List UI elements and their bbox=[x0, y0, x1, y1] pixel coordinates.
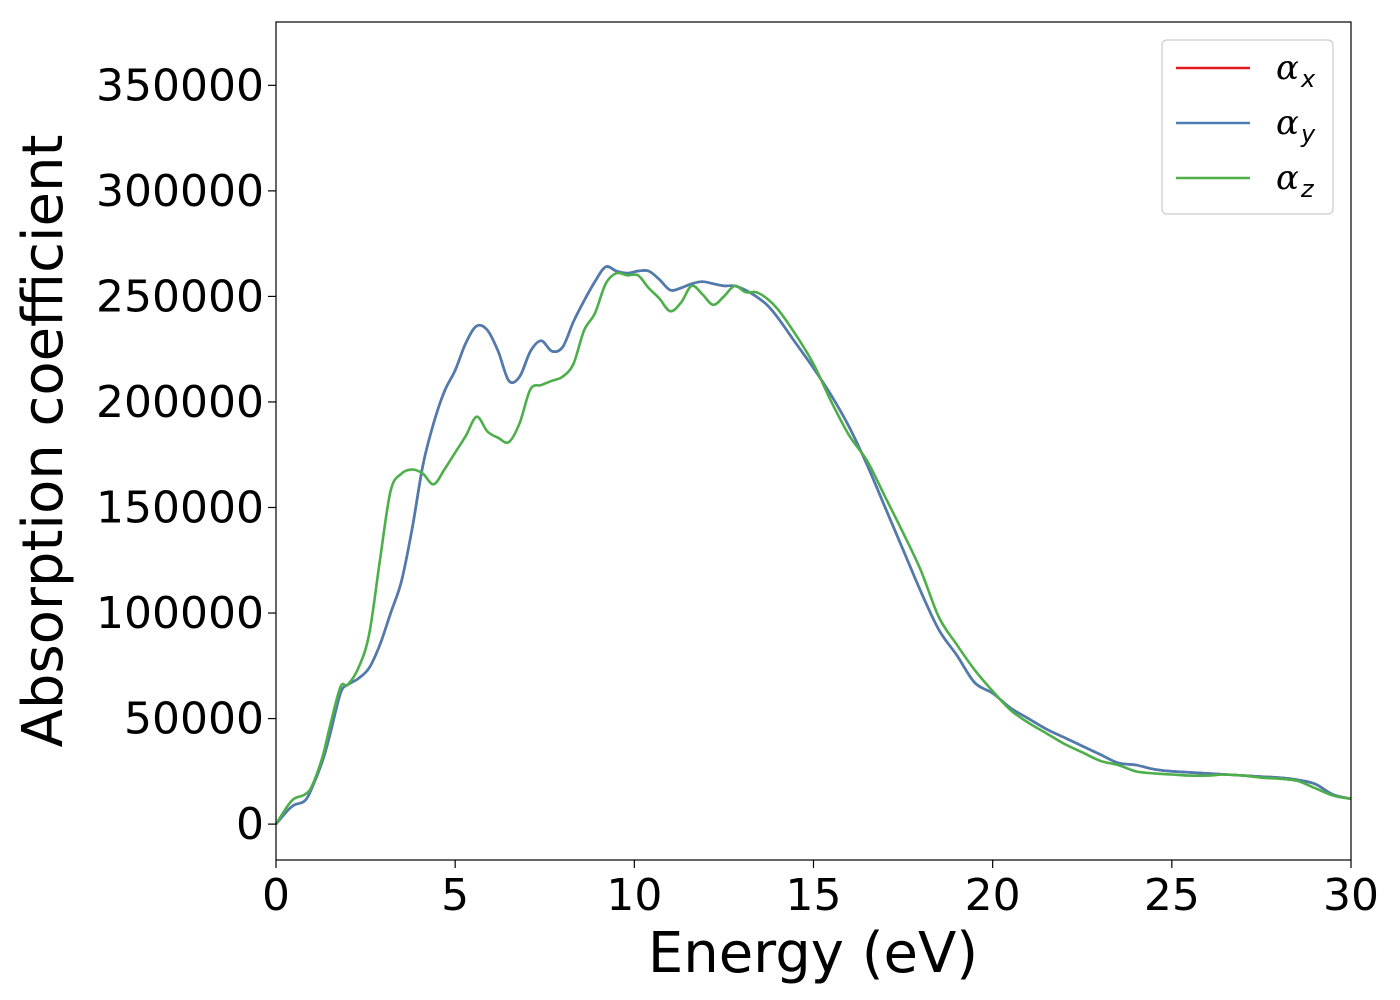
y-axis: 0 50000 100000 150000 200000 250000 300000 3500… bbox=[96, 60, 276, 850]
y-axis-title: Absorption coefficient bbox=[11, 135, 76, 748]
x-axis: 0 5 10 15 20 25 30 bbox=[262, 860, 1379, 921]
series-layer bbox=[274, 265, 1352, 825]
series-line-z bbox=[274, 271, 1352, 825]
legend-label-subscript: y bbox=[1300, 120, 1316, 148]
y-tick-label: 250000 bbox=[96, 271, 264, 322]
legend-label-y: αy bbox=[1276, 103, 1316, 148]
x-tick-label: 5 bbox=[441, 870, 469, 921]
y-tick-label: 50000 bbox=[124, 694, 264, 745]
y-tick-label: 200000 bbox=[96, 377, 264, 428]
y-tick-label: 0 bbox=[236, 799, 264, 850]
series-line-x bbox=[275, 265, 1352, 825]
x-tick-label: 0 bbox=[262, 870, 290, 921]
x-tick-label: 15 bbox=[786, 870, 842, 921]
y-tick-label: 300000 bbox=[96, 166, 264, 217]
x-tick-label: 30 bbox=[1323, 870, 1379, 921]
series-line-y bbox=[275, 265, 1352, 825]
x-tick-label: 20 bbox=[965, 870, 1021, 921]
x-tick-label: 10 bbox=[606, 870, 662, 921]
x-tick-label: 25 bbox=[1144, 870, 1200, 921]
legend-label-subscript: x bbox=[1300, 65, 1316, 93]
legend-box bbox=[1161, 39, 1334, 215]
y-tick-label: 100000 bbox=[96, 588, 264, 639]
legend-label-x: αx bbox=[1276, 48, 1316, 93]
y-tick-label: 350000 bbox=[96, 60, 264, 111]
x-axis-title: Energy (eV) bbox=[648, 921, 978, 986]
y-tick-label: 150000 bbox=[96, 482, 264, 533]
legend-label-subscript: z bbox=[1300, 175, 1315, 203]
